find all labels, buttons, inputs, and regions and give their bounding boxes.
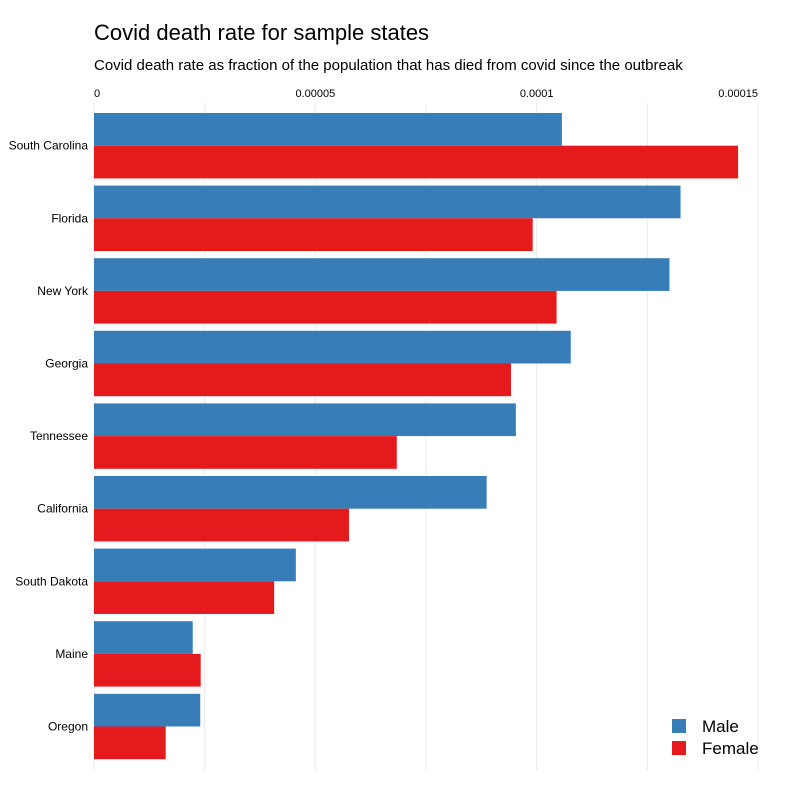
legend-swatch-male	[672, 719, 686, 733]
bar-female	[94, 290, 557, 324]
category-label: Maine	[55, 647, 88, 661]
bar-male	[94, 330, 571, 364]
legend-label-male: Male	[702, 717, 739, 736]
category-label: New York	[37, 284, 89, 298]
bar-female	[94, 145, 739, 179]
legend-label-female: Female	[702, 739, 759, 758]
y-axis-categories: South Carolina Florida New York Georgia Tenn…	[9, 139, 89, 734]
category-label: Tennessee	[30, 429, 88, 443]
bar-female	[94, 653, 201, 687]
category-label: Oregon	[48, 720, 88, 734]
bar-female	[94, 363, 511, 397]
bar-female	[94, 726, 166, 760]
category-label: South Dakota	[15, 574, 88, 588]
x-tick-label: 0.0001	[520, 88, 554, 100]
bar-male	[94, 693, 201, 727]
bar-female	[94, 508, 349, 542]
category-label: South Carolina	[9, 139, 89, 153]
legend: Male Female	[672, 717, 759, 758]
bar-male	[94, 403, 516, 437]
x-axis-ticks: 0 0.00005 0.0001 0.00015	[94, 88, 758, 100]
bar-male	[94, 258, 670, 291]
bar-female	[94, 581, 275, 614]
bar-male	[94, 548, 296, 582]
category-label: Florida	[51, 211, 88, 225]
x-tick-label: 0	[94, 88, 100, 100]
bar-male	[94, 185, 681, 219]
category-label: California	[37, 502, 88, 516]
bar-male	[94, 113, 562, 146]
x-tick-label: 0.00005	[295, 88, 335, 100]
chart-title: Covid death rate for sample states	[94, 20, 430, 45]
bar-female	[94, 218, 533, 251]
bars	[94, 113, 739, 760]
bar-male	[94, 476, 487, 509]
category-label: Georgia	[45, 357, 88, 371]
chart-subtitle: Covid death rate as fraction of the popu…	[94, 57, 683, 74]
legend-swatch-female	[672, 741, 686, 755]
x-tick-label: 0.00015	[718, 88, 758, 100]
bar-female	[94, 436, 397, 469]
bar-male	[94, 621, 193, 654]
